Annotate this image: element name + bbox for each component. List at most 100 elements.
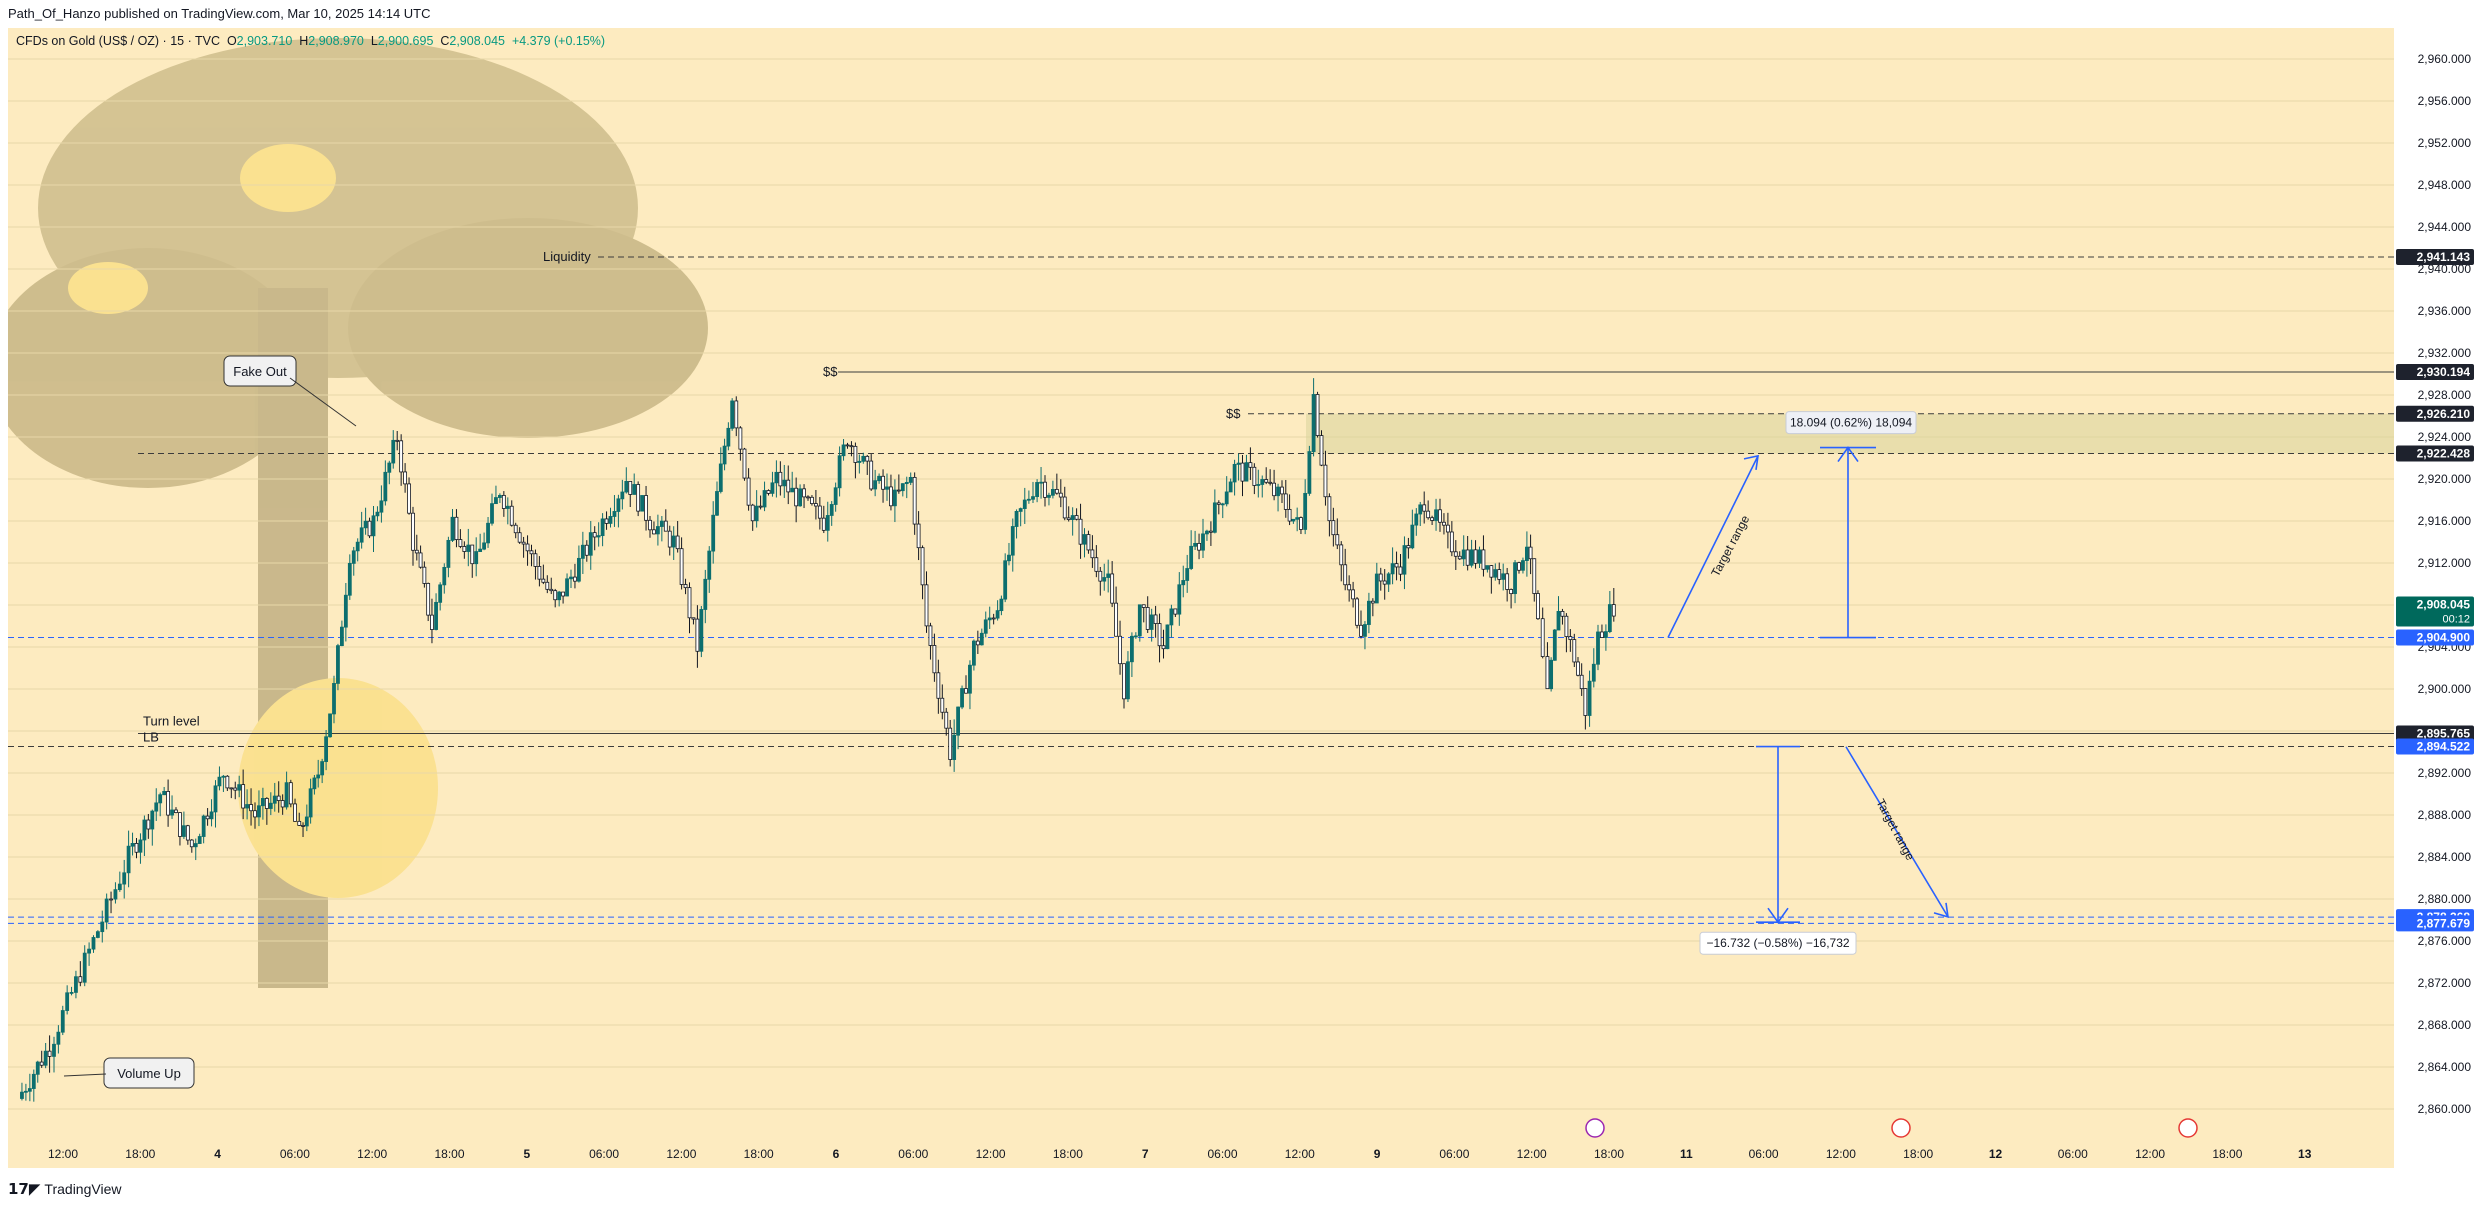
time-tick-label: 06:00 [1439,1147,1469,1161]
price-axis[interactable]: 2,960.000 2,956.000 2,952.000 2,948.000 2,94… [2394,28,2475,1168]
candle-body [541,578,546,583]
price-tick-label: 2,888.000 [2418,808,2472,822]
symbol-legend[interactable]: CFDs on Gold (US$ / OZ) · 15 · TVC O2,90… [16,34,605,48]
candle-body [1517,562,1521,571]
candle-body [1212,502,1217,533]
candle-body [293,803,297,822]
candle-body [1264,479,1269,483]
symbol-name[interactable]: CFDs on Gold (US$ / OZ) · 15 · TVC [16,34,220,48]
candle-body [43,1050,48,1066]
candle-body [604,518,609,524]
price-label-text: 2,904.900 [2417,631,2471,645]
event-marker-icon[interactable] [1585,1118,1605,1138]
candle-body [320,761,325,776]
time-tick-label: 12:00 [357,1147,387,1161]
candle-body [1370,600,1375,604]
candle-body [237,784,242,791]
candle-body [553,590,558,601]
footer-brand[interactable]: 𝟭𝟳◤ TradingView [8,1180,121,1198]
candle-body [956,706,960,736]
price-tick-label: 2,912.000 [2418,556,2472,570]
candle-body [964,688,968,694]
volume-up-pointer [63,1073,107,1077]
time-tick-label: 06:00 [280,1147,310,1161]
candle-body [213,785,218,813]
chart-area[interactable]: Liquidity $$ $$ Turn level LB 18.094 (0.62%)… [8,28,2394,1168]
event-marker-icon[interactable] [1891,1118,1911,1138]
candle-body [596,535,601,538]
candle-body [620,491,625,500]
candle-body [134,843,139,853]
candle-body [347,562,352,596]
candle-body [280,800,285,808]
target-down-arrowhead [1933,902,1949,918]
price-chart[interactable]: Liquidity $$ $$ Turn level LB 18.094 (0.62%)… [8,28,2394,1140]
measure-up-label: 18.094 (0.62%) 18,094 [1790,416,1912,430]
candle-body [47,1050,52,1057]
time-tick-label: 18:00 [125,1147,155,1161]
event-marker-icon[interactable] [2178,1118,2198,1138]
candle-body [1051,488,1055,496]
candle-body [1402,545,1407,575]
candle-body [193,843,198,848]
volume-up-callout[interactable]: Volume Up [63,1057,195,1089]
candle-body [343,594,348,628]
brand-name: TradingView [44,1181,122,1197]
candle-body [861,455,866,462]
candle-body [636,484,641,512]
target-down-arrow[interactable] [1845,746,1949,918]
candle-body [707,550,712,580]
candle-body [1382,580,1387,585]
price-label-badge [2396,725,2474,742]
candle-body [20,1091,24,1099]
candle-body [537,566,542,580]
candle-body [1157,623,1162,647]
candle-body [1319,435,1324,466]
candle-body [52,1043,56,1057]
fake-out-callout[interactable]: Fake Out [223,355,357,427]
candles [20,378,1616,1102]
candle-body [1307,451,1312,494]
candle-body [1216,502,1221,505]
candle-body [1497,569,1502,580]
candle-body [225,775,230,789]
target-up-label: Target range [1708,513,1752,579]
candle-body [253,810,257,818]
price-label-badge [2396,915,2474,932]
candle-body [1572,639,1577,663]
time-tick-label: 9 [1374,1147,1381,1161]
price-tick-label: 2,880.000 [2418,892,2472,906]
measure-up-box [1785,411,1917,435]
time-tick-label: 5 [523,1147,530,1161]
time-tick-label: 18:00 [2212,1147,2242,1161]
candle-body [60,1010,65,1033]
candle-body [1532,558,1537,594]
candle-body [478,548,483,552]
candle-body [1205,530,1209,535]
candle-body [185,825,190,841]
turn-level-label: Turn level [143,713,200,728]
candle-body [896,489,901,492]
candle-body [1078,518,1083,545]
candle-body [1528,546,1533,560]
candle-body [663,520,668,532]
candle-body [1351,589,1355,600]
time-axis[interactable]: 12:00 18:00 4 06:00 12:00 18:00 5 06:00 12:00 18:… [8,1140,2394,1168]
candle-body [814,503,818,507]
candle-body [584,544,589,556]
measure-down-label: −16.732 (−0.58%) −16,732 [1706,936,1849,950]
candle-body [494,497,498,505]
tradingview-logo-icon: 𝟭𝟳◤ [8,1181,41,1198]
time-tick-label: 12:00 [976,1147,1006,1161]
dollar-level-label-2: $$ [1226,406,1241,421]
candle-body [1311,394,1316,452]
price-tick-label: 2,956.000 [2418,94,2472,108]
candle-body [450,516,455,541]
change-value: +4.379 (+0.15%) [511,34,606,48]
target-up-arrow[interactable] [1667,455,1759,638]
time-tick-label: 13 [2298,1147,2312,1161]
candle-body [241,784,246,809]
candle-body [1560,610,1565,617]
candle-body [513,524,518,534]
candle-body [1556,610,1561,631]
